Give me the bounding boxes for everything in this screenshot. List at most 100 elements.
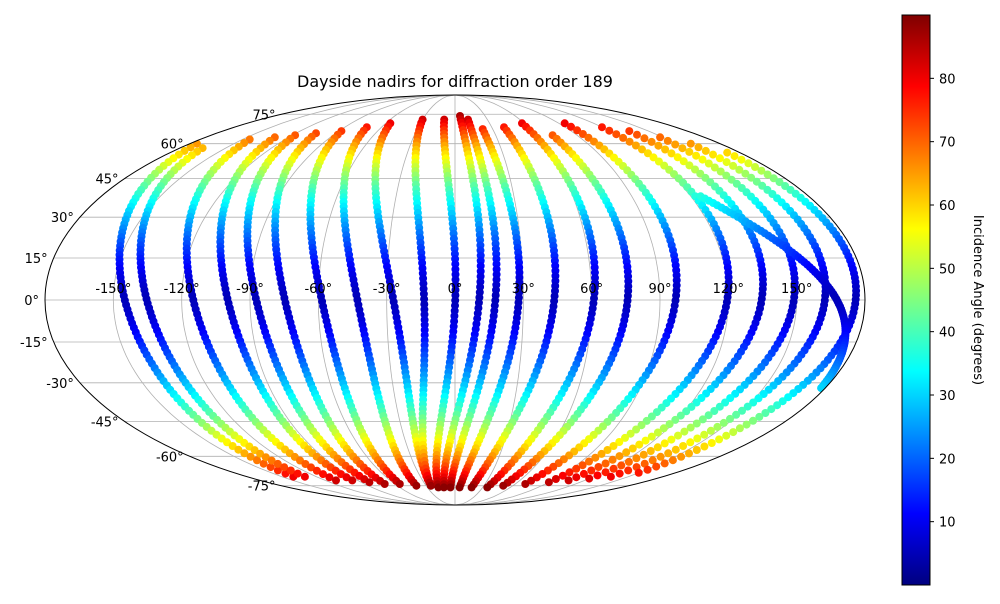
data-point [647, 432, 656, 441]
data-point [483, 483, 492, 492]
latitude-tick-label: 75° [252, 108, 275, 123]
data-point [632, 425, 641, 434]
longitude-tick-label: 30° [512, 282, 535, 297]
data-point [686, 139, 695, 148]
data-point [778, 397, 787, 406]
data-point [628, 444, 637, 453]
data-point [643, 149, 652, 158]
data-point [640, 459, 649, 468]
data-point [325, 473, 334, 482]
data-point [558, 471, 567, 480]
data-point [737, 155, 746, 164]
data-point [439, 483, 448, 492]
data-point [521, 480, 530, 488]
data-point [749, 416, 757, 425]
data-point [591, 453, 600, 462]
data-point [656, 133, 665, 142]
data-point [686, 423, 695, 432]
latitude-tick-label: -75° [248, 480, 276, 495]
data-point [735, 165, 744, 174]
data-point [722, 431, 731, 440]
data-point [621, 433, 629, 442]
data-point [751, 163, 759, 171]
data-point [180, 146, 189, 155]
data-point [615, 452, 624, 461]
latitude-tick-label: -30° [46, 377, 74, 392]
data-point [671, 140, 680, 149]
longitude-tick-label: -90° [236, 282, 264, 297]
data-point [573, 126, 582, 135]
data-point [633, 130, 641, 139]
data-point [603, 446, 612, 454]
latitude-tick-label: -45° [91, 415, 119, 430]
data-point [704, 159, 713, 168]
data-point [660, 439, 669, 448]
data-point [544, 478, 553, 487]
data-point [767, 405, 776, 414]
data-point [744, 159, 753, 168]
data-point [692, 446, 701, 454]
data-point [619, 133, 628, 142]
data-point [240, 449, 249, 458]
data-point [677, 452, 686, 461]
data-point [679, 442, 688, 450]
data-point [605, 126, 614, 135]
data-point [707, 439, 716, 447]
data-point [723, 148, 732, 157]
colorbar-tick-label: 80 [939, 72, 956, 87]
data-point [709, 150, 717, 159]
colorbar-tick-label: 60 [939, 199, 956, 214]
data-point [715, 402, 724, 411]
data-point [585, 457, 593, 466]
data-point [656, 452, 665, 461]
data-point [743, 402, 752, 411]
data-point [598, 123, 606, 132]
data-point [706, 426, 715, 435]
data-point [286, 466, 295, 475]
data-point [747, 173, 756, 182]
data-point [715, 435, 724, 444]
data-point [741, 169, 750, 178]
data-point [625, 137, 634, 146]
latitude-tick-label: -60° [156, 450, 184, 465]
colorbar-tick-label: 40 [939, 326, 956, 341]
data-point [615, 469, 624, 478]
data-point [710, 407, 719, 415]
longitude-tick-label: 60° [580, 282, 603, 297]
data-point [698, 415, 707, 424]
data-point [667, 435, 676, 444]
colorbar-tick-label: 70 [939, 136, 956, 151]
data-point [380, 480, 389, 488]
data-point [643, 465, 652, 474]
data-point [640, 134, 649, 143]
data-point [665, 420, 674, 429]
data-point [631, 141, 640, 150]
data-point [273, 459, 282, 468]
data-point [446, 483, 455, 492]
data-point [693, 434, 702, 443]
data-point [761, 409, 770, 417]
longitude-tick-label: 120° [713, 282, 744, 297]
data-point [637, 421, 646, 430]
data-point [647, 137, 656, 146]
data-point [632, 454, 641, 463]
data-point [769, 174, 778, 183]
data-point [735, 424, 744, 433]
map-boundary [44, 94, 866, 506]
data-point [601, 459, 610, 468]
longitude-tick-labels: -150° -120° -90° -60° -30° 0° 30° 60° 90° 120° 150… [95, 282, 812, 297]
data-point [273, 466, 282, 475]
colorbar-tick-label: 10 [939, 516, 956, 531]
data-point [609, 464, 618, 473]
data-point [307, 463, 315, 472]
data-point [578, 461, 587, 470]
data-point [682, 407, 691, 416]
data-point [654, 141, 663, 150]
data-point [626, 429, 635, 438]
colorbar-ticks: 10 20 30 40 50 60 70 80 [930, 72, 956, 531]
data-point [612, 130, 621, 139]
data-point [348, 476, 357, 485]
colorbar [901, 14, 931, 586]
data-point [700, 442, 709, 451]
data-point [686, 438, 695, 447]
